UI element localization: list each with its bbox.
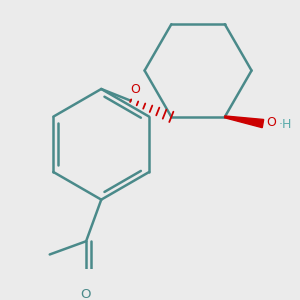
Text: ·H: ·H — [279, 118, 292, 131]
Text: O: O — [130, 83, 140, 96]
Text: O: O — [80, 288, 90, 300]
Text: O: O — [267, 116, 277, 129]
Polygon shape — [225, 116, 264, 128]
